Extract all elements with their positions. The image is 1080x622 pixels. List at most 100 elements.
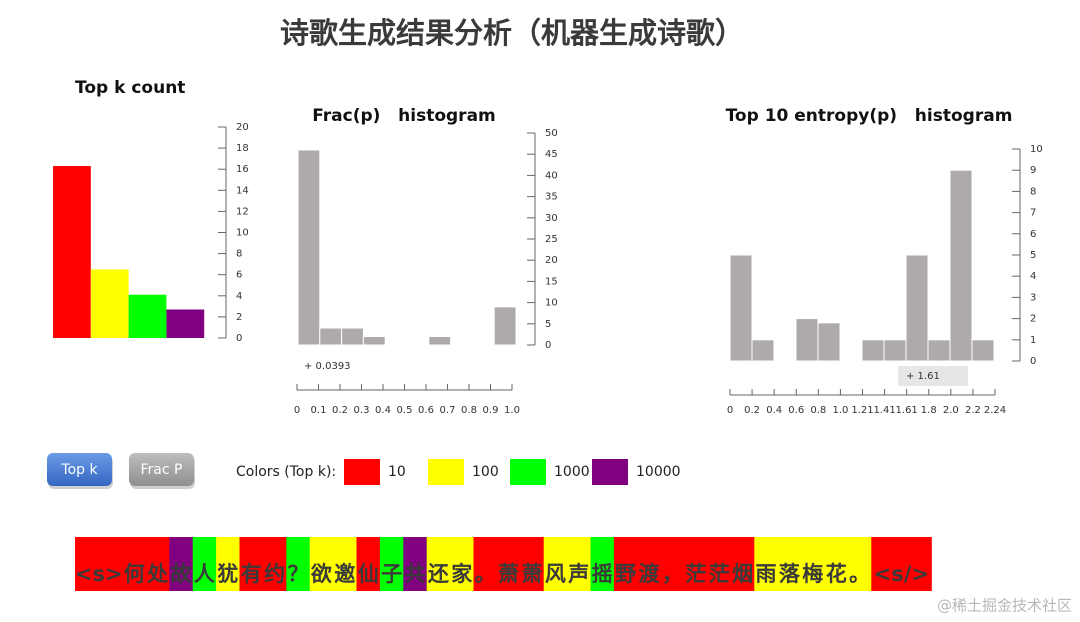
- token: 共: [405, 562, 426, 586]
- token-bg: [239, 537, 264, 591]
- token-bg: [613, 537, 638, 591]
- x-tick-label: 0.6: [788, 405, 804, 416]
- token-bg: [777, 537, 802, 591]
- histogram-bar: [729, 254, 753, 362]
- y-tick-label: 40: [545, 170, 558, 181]
- token: 雨: [756, 562, 777, 586]
- token: 有: [241, 562, 262, 586]
- hover-annotation: + 1.61: [906, 371, 940, 382]
- y-tick-label: 5: [1030, 250, 1036, 261]
- x-tick-label: 0.4: [375, 405, 391, 416]
- x-tick-label: 0.4: [766, 405, 782, 416]
- button-label[interactable]: Top k: [60, 462, 98, 478]
- legend-title: Colors (Top k):: [236, 464, 336, 480]
- histogram-bar: [428, 336, 452, 346]
- bar: [53, 166, 91, 338]
- token-bg: [801, 537, 825, 591]
- token: ，: [662, 562, 683, 586]
- x-tick-label: 0: [294, 405, 300, 416]
- y-tick-label: 10: [545, 298, 558, 309]
- token-bg: [567, 537, 591, 591]
- x-tick-label: 2.24: [984, 405, 1006, 416]
- button-label[interactable]: Frac P: [141, 462, 183, 478]
- token: 欲: [310, 562, 332, 586]
- token: 萧: [522, 562, 543, 586]
- x-tick-label: 0.7: [440, 405, 456, 416]
- token-bg: [192, 537, 217, 591]
- page-title: 诗歌生成结果分析（机器生成诗歌）: [280, 16, 744, 50]
- token-bg: [403, 537, 428, 591]
- y-tick-label: 50: [545, 128, 558, 139]
- histogram-bar: [927, 339, 951, 362]
- token: 烟: [732, 562, 753, 586]
- token-bg: [309, 537, 334, 591]
- token-bg: [730, 537, 755, 591]
- token-bg: [169, 537, 194, 591]
- x-tick-label: 0.2: [744, 405, 760, 416]
- token: 花: [826, 562, 847, 586]
- legend-swatch: [510, 459, 546, 485]
- y-tick-label: 1: [1030, 335, 1036, 346]
- histogram-bar: [751, 339, 775, 362]
- token-bg: [450, 537, 474, 591]
- x-tick-label: 1.41: [873, 405, 895, 416]
- token: 渡: [639, 562, 661, 586]
- token: 风: [545, 562, 566, 586]
- token: 还: [427, 562, 450, 586]
- chart-title: Frac(p) histogram: [312, 106, 496, 126]
- histogram-bar: [319, 327, 343, 346]
- y-tick-label: 5: [545, 319, 551, 330]
- token: 梅: [802, 562, 823, 586]
- y-tick-label: 15: [545, 276, 558, 287]
- token: 摇: [592, 562, 613, 586]
- histogram-bar: [971, 339, 995, 362]
- y-tick-label: 18: [236, 143, 249, 154]
- y-tick-label: 8: [1030, 186, 1036, 197]
- y-tick-label: 2: [1030, 314, 1036, 325]
- y-tick-label: 0: [236, 333, 242, 344]
- token-bg: [426, 537, 451, 591]
- bar: [90, 269, 129, 338]
- x-tick-label: 0.5: [397, 405, 413, 416]
- button-body[interactable]: [129, 453, 194, 486]
- legend-swatch: [344, 459, 380, 485]
- button[interactable]: Top k: [47, 453, 113, 489]
- token-bg: [496, 537, 521, 591]
- histogram-bar: [949, 169, 973, 362]
- token-bg: [145, 537, 170, 591]
- token-bg: [75, 537, 123, 591]
- token-bg: [871, 537, 932, 591]
- token-bg: [637, 537, 662, 591]
- y-tick-label: 14: [236, 185, 249, 196]
- histogram-bar: [795, 318, 819, 362]
- button-body[interactable]: [47, 453, 112, 486]
- x-tick-label: 0.1: [311, 405, 327, 416]
- legend-swatch: [592, 459, 628, 485]
- token-bg: [847, 537, 872, 591]
- token: <s>: [75, 562, 123, 586]
- y-tick-label: 6: [236, 270, 242, 281]
- token-bg: [379, 537, 404, 591]
- x-tick-label: 1.0: [504, 405, 520, 416]
- legend-swatch: [428, 459, 464, 485]
- y-tick-label: 30: [545, 213, 558, 224]
- hover-annotation: + 0.0393: [304, 361, 351, 372]
- bar: [128, 294, 167, 338]
- x-tick-label: 2.0: [943, 405, 959, 416]
- x-tick-label: 1.21: [851, 405, 873, 416]
- token-bg: [520, 537, 545, 591]
- token: 邀: [334, 562, 355, 586]
- y-tick-label: 0: [545, 340, 551, 351]
- x-tick-label: 0.9: [483, 405, 499, 416]
- x-tick-label: 1.0: [832, 405, 848, 416]
- y-tick-label: 10: [236, 228, 249, 239]
- y-tick-label: 35: [545, 192, 558, 203]
- token: 茫: [685, 562, 706, 586]
- y-tick-label: 25: [545, 234, 558, 245]
- token-bg: [660, 537, 685, 591]
- token: 约: [264, 562, 285, 586]
- button[interactable]: Frac P: [129, 453, 195, 489]
- legend-label: 10000: [636, 464, 681, 480]
- token: 处: [146, 562, 168, 586]
- legend-label: 100: [472, 464, 499, 480]
